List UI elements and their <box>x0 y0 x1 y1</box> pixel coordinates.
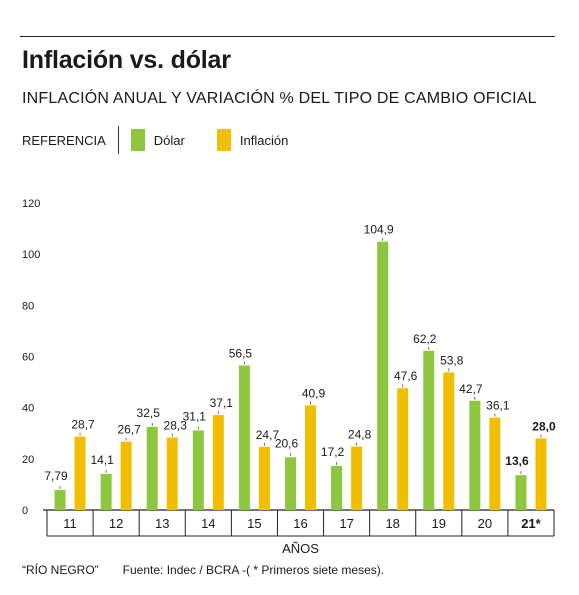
y-tick-label: 120 <box>22 198 40 210</box>
value-label-inflacion: 24,7 <box>256 428 280 442</box>
bar-dolar <box>331 465 343 510</box>
value-label-dolar: 7,79 <box>44 469 68 483</box>
y-tick-label: 40 <box>22 403 34 415</box>
value-label-inflacion: 53,8 <box>440 353 464 367</box>
bar-dolar <box>238 365 250 510</box>
value-label-inflacion: 37,1 <box>210 396 234 410</box>
value-label-inflacion: 28,0 <box>532 419 556 433</box>
legend-separator <box>117 126 119 154</box>
legend-item-dolar: Dólar <box>130 129 185 151</box>
bar-dolar <box>469 400 481 510</box>
legend-swatch-dolar <box>130 129 145 151</box>
x-tick-label: 11 <box>63 516 77 531</box>
footer: “RÍO NEGRO” Fuente: Indec / BCRA -( * Pr… <box>22 563 384 577</box>
x-tick-label: 21* <box>521 516 541 531</box>
bar-dolar <box>54 490 66 510</box>
bar-dolar <box>377 241 389 510</box>
bar-inflacion <box>305 405 316 510</box>
x-tick-label: 20 <box>478 516 492 531</box>
footer-source: Fuente: Indec / BCRA -( * Primeros siete… <box>122 563 385 577</box>
y-tick-label: 0 <box>22 505 28 517</box>
legend-item-inflacion: Inflación <box>216 129 289 151</box>
x-tick-label: 18 <box>385 516 399 531</box>
y-tick-label: 100 <box>22 249 40 261</box>
value-label-dolar: 62,2 <box>413 332 437 346</box>
bar-inflacion <box>120 441 132 510</box>
x-axis-title: AÑOS <box>282 541 319 556</box>
y-tick-label: 60 <box>22 352 34 364</box>
bar-inflacion <box>535 438 547 510</box>
legend-swatch-inflacion <box>216 129 231 151</box>
value-label-inflacion: 24,8 <box>348 428 372 442</box>
y-tick-label: 80 <box>22 300 34 312</box>
value-label-inflacion: 47,6 <box>394 369 418 383</box>
value-label-dolar: 17,2 <box>321 445 345 459</box>
value-label-dolar: 20,6 <box>275 436 299 450</box>
top-rule <box>20 36 555 37</box>
bar-inflacion <box>166 437 178 510</box>
value-label-inflacion: 26,7 <box>117 423 141 437</box>
value-label-dolar: 42,7 <box>459 382 483 396</box>
bar-dolar <box>515 475 527 510</box>
value-label-inflacion: 40,9 <box>302 386 326 400</box>
legend-label-inflacion: Inflación <box>239 132 289 148</box>
x-tick-label: 15 <box>247 516 261 531</box>
value-label-inflacion: 28,3 <box>164 419 188 433</box>
value-label-dolar: 14,1 <box>90 453 114 467</box>
legend-label-dolar: Dólar <box>153 132 185 148</box>
bar-inflacion <box>74 436 86 510</box>
value-label-dolar: 104,9 <box>364 223 394 237</box>
x-tick-label: 14 <box>201 516 215 531</box>
value-label-dolar: 13,6 <box>505 454 529 468</box>
value-label-dolar: 56,5 <box>229 346 253 360</box>
x-tick-label: 12 <box>109 516 123 531</box>
value-label-dolar: 32,5 <box>137 406 161 420</box>
y-tick-label: 20 <box>22 454 34 466</box>
chart-subtitle: INFLACIÓN ANUAL Y VARIACIÓN % DEL TIPO D… <box>22 90 537 107</box>
bar-dolar <box>192 430 204 510</box>
legend: REFERENCIA Dólar Inflación <box>22 126 320 154</box>
bar-inflacion <box>397 388 409 510</box>
bar-inflacion <box>212 415 224 510</box>
footer-brand: “RÍO NEGRO” <box>22 563 99 577</box>
chart-title: Inflación vs. dólar <box>22 46 231 74</box>
legend-reference-label: REFERENCIA <box>22 132 106 148</box>
x-tick-label: 16 <box>293 516 307 531</box>
bar-inflacion <box>489 417 501 510</box>
value-label-inflacion: 36,1 <box>486 399 510 413</box>
x-tick-label: 19 <box>432 516 446 531</box>
bar-inflacion <box>258 446 270 510</box>
bar-dolar <box>146 426 158 510</box>
bar-dolar <box>285 457 296 510</box>
bar-inflacion <box>351 446 363 510</box>
bar-dolar <box>100 473 112 510</box>
x-tick-label: 13 <box>155 516 169 531</box>
bar-dolar <box>423 350 435 510</box>
value-label-inflacion: 28,7 <box>71 418 95 432</box>
x-tick-label: 17 <box>339 516 353 531</box>
bar-inflacion <box>443 372 455 510</box>
value-label-dolar: 31,1 <box>183 409 207 423</box>
